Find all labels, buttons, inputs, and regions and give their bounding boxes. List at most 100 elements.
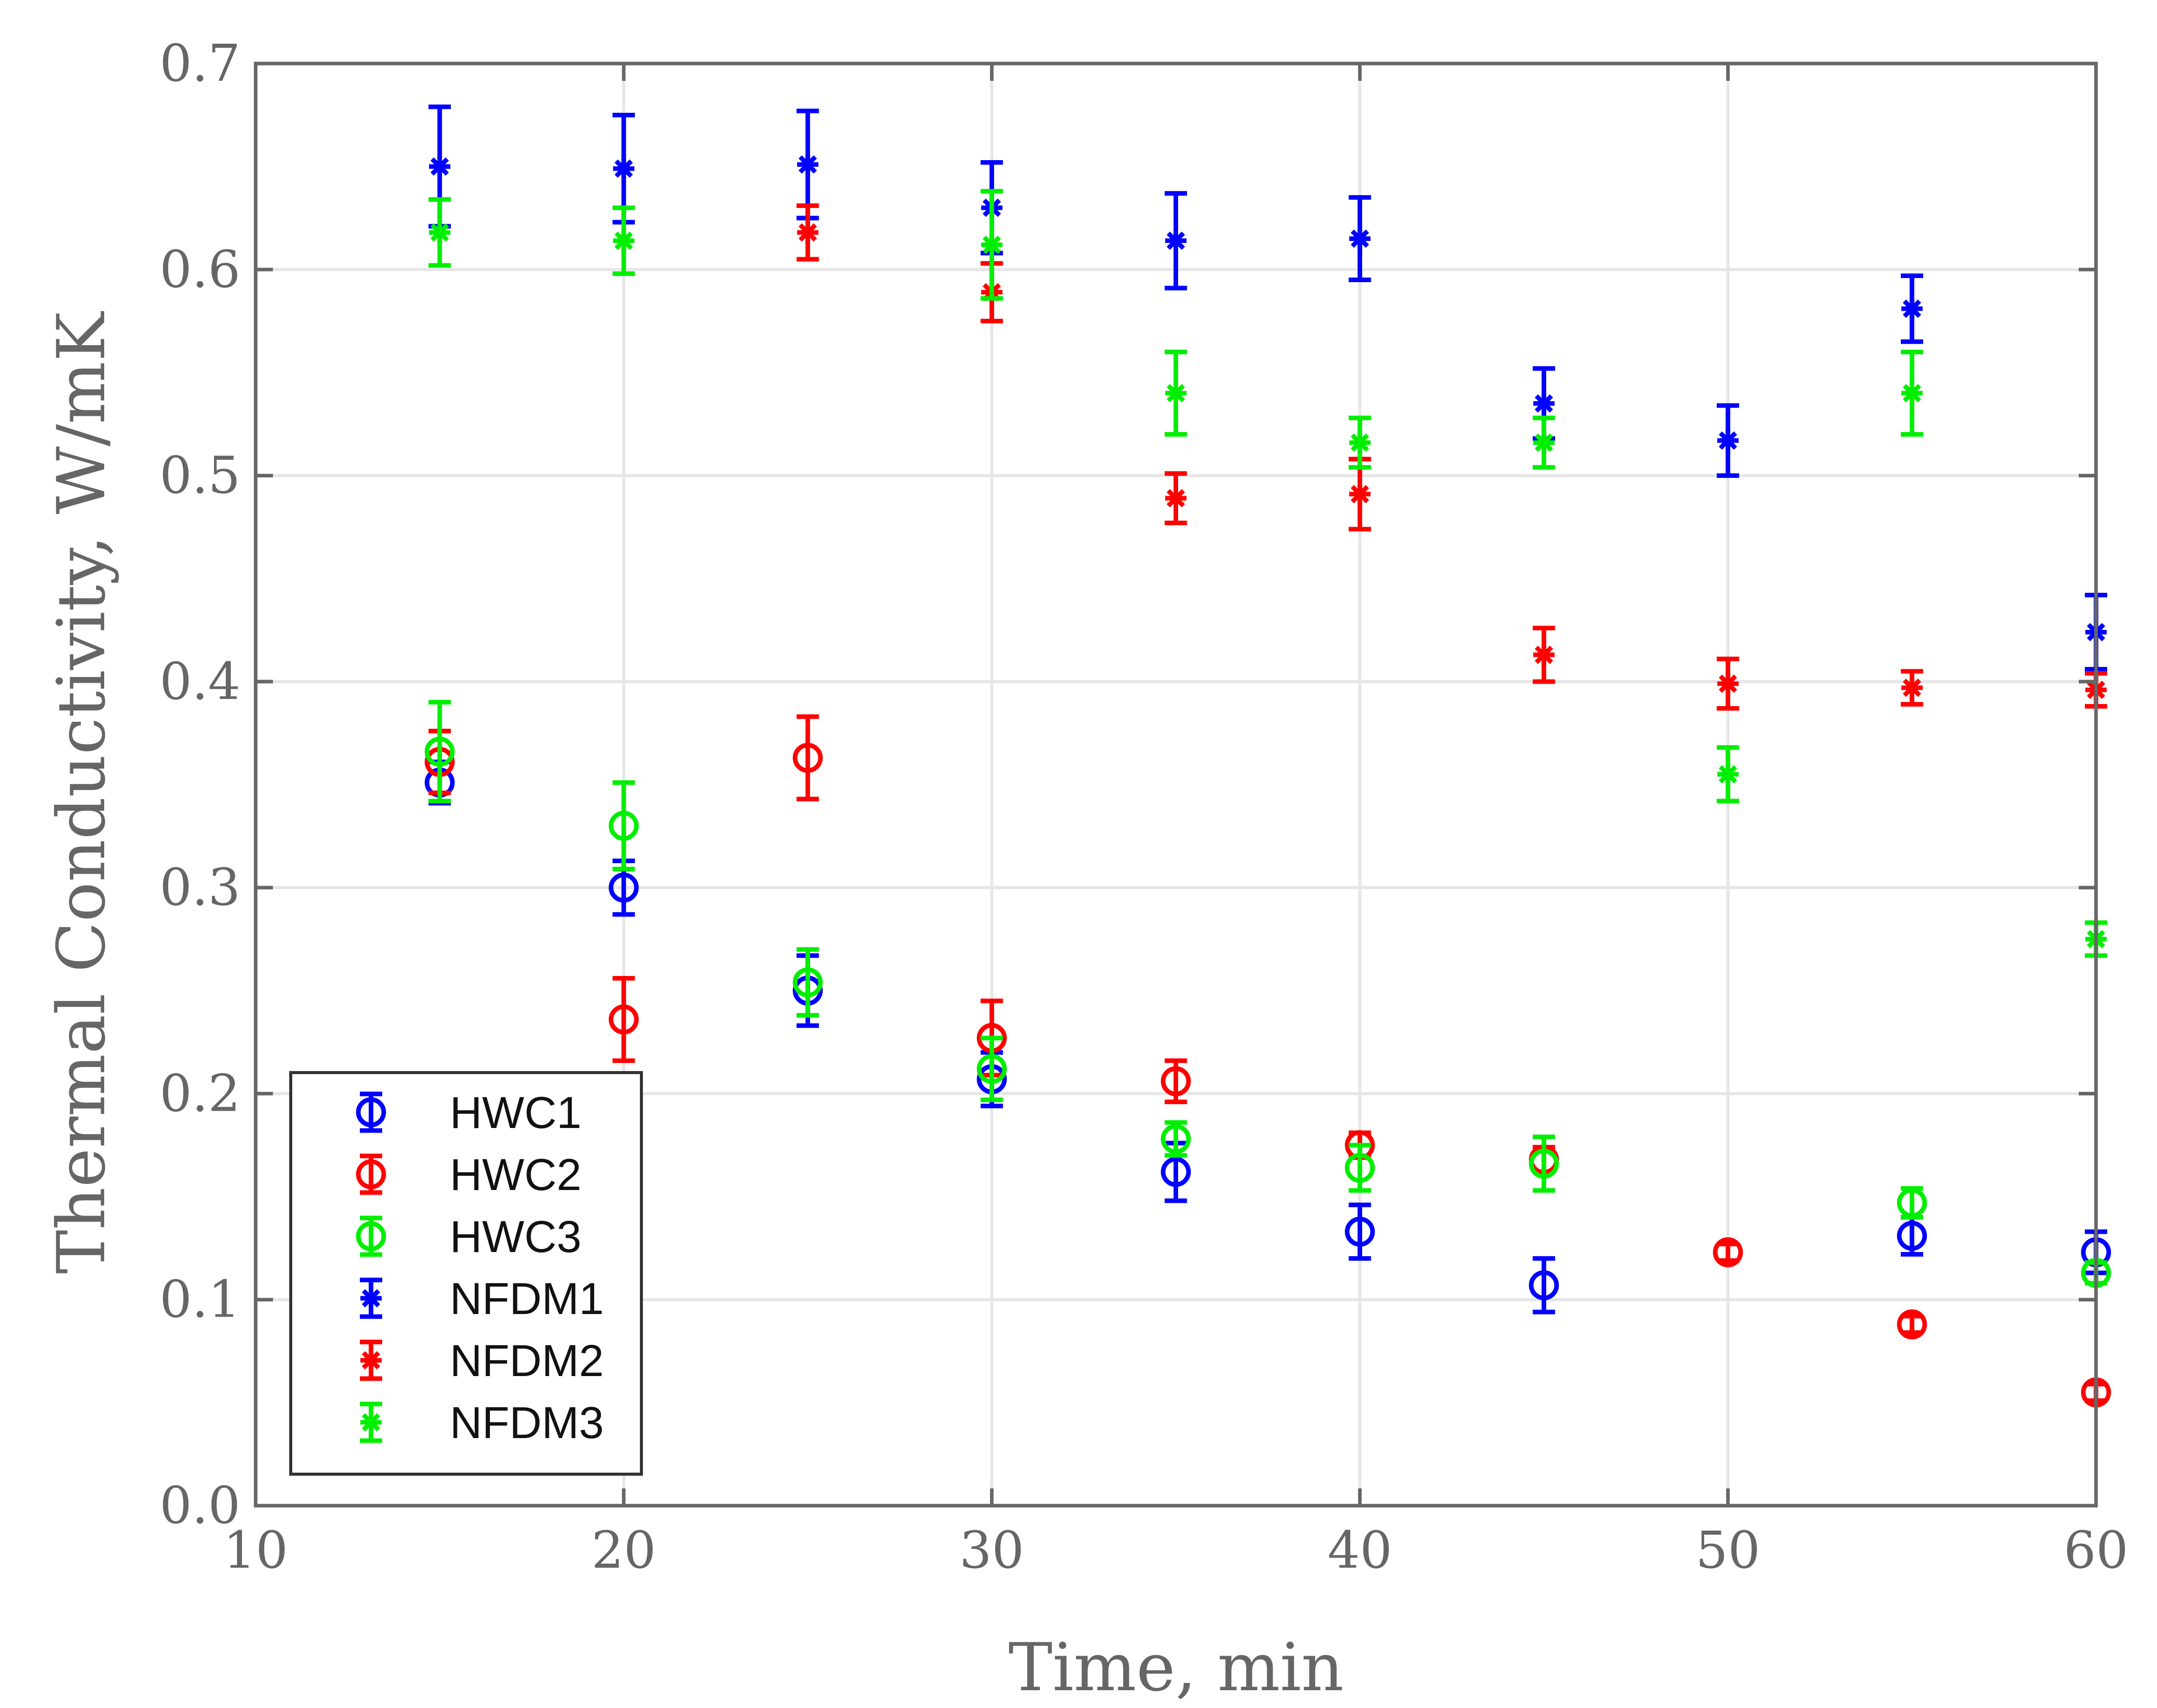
- legend-entry-nfdm3: NFDM3: [360, 1397, 604, 1448]
- marker-circle: [608, 872, 639, 903]
- marker-circle: [608, 811, 639, 841]
- marker-stroke: [798, 155, 817, 174]
- legend-entry-hwc2: HWC2: [356, 1149, 581, 1200]
- data-point: [612, 205, 635, 276]
- legend-label: NFDM1: [450, 1273, 604, 1324]
- marker-stroke: [798, 223, 817, 242]
- data-point: [1348, 415, 1371, 470]
- legend-entry-nfdm1: NFDM1: [360, 1273, 604, 1324]
- legend-entry-hwc3: HWC3: [356, 1211, 581, 1262]
- marker-stroke: [1902, 299, 1921, 318]
- x-tick-label: 40: [1328, 1520, 1392, 1580]
- marker-asterisk: [797, 222, 819, 243]
- marker-asterisk: [1717, 764, 1739, 785]
- y-tick-label: 0.1: [160, 1270, 240, 1329]
- marker-stroke: [1534, 433, 1553, 452]
- marker-stroke: [1350, 485, 1369, 504]
- marker-asterisk: [1717, 673, 1739, 694]
- legend-box: [289, 1071, 643, 1476]
- series-nfdm3: [428, 189, 2107, 958]
- marker-asterisk: [1533, 392, 1555, 414]
- data-point: [1164, 349, 1187, 437]
- data-point: [1716, 656, 1739, 711]
- data-point: [792, 714, 823, 802]
- marker-circle: [1897, 1187, 1927, 1218]
- data-point: [1529, 1256, 1559, 1315]
- x-tick-label: 30: [960, 1520, 1024, 1580]
- data-point: [1161, 1058, 1191, 1105]
- legend: HWC1 HWC2 HWC3 NFDM1 NFDM2 NFDM3: [289, 1071, 643, 1476]
- marker-asterisk: [360, 1350, 382, 1371]
- marker-circle: [1345, 1152, 1375, 1183]
- data-point: [1713, 1237, 1743, 1267]
- data-point: [424, 699, 455, 804]
- series-nfdm2: [796, 203, 2107, 711]
- marker-stroke: [1166, 231, 1185, 250]
- data-point: [980, 189, 1003, 301]
- marker-stroke: [361, 1413, 381, 1432]
- marker-stroke: [614, 231, 633, 250]
- data-point: [608, 780, 639, 872]
- marker-circle: [424, 737, 455, 767]
- data-point: [1164, 471, 1187, 526]
- marker-asterisk: [360, 1288, 382, 1309]
- marker-circle: [1161, 1124, 1191, 1154]
- data-point: [1345, 1143, 1375, 1193]
- marker-circle: [356, 1097, 386, 1127]
- marker-stroke: [1534, 394, 1553, 413]
- marker-circle: [1529, 1270, 1559, 1300]
- marker-asterisk: [1165, 487, 1187, 509]
- marker-stroke: [1350, 433, 1369, 452]
- marker-asterisk: [797, 154, 819, 175]
- legend-label: NFDM3: [450, 1397, 604, 1448]
- marker-stroke: [1534, 646, 1553, 664]
- data-point: [1897, 1309, 1927, 1339]
- marker-asterisk: [1901, 677, 1923, 699]
- marker-stroke: [361, 1351, 381, 1370]
- marker-circle: [1897, 1309, 1927, 1339]
- marker-asterisk: [613, 158, 635, 179]
- data-point: [1532, 415, 1555, 470]
- marker-asterisk: [1533, 644, 1555, 666]
- x-tick-label: 10: [223, 1520, 288, 1580]
- y-axis-title: Thermal Conductivity, W/mK: [43, 311, 120, 1274]
- marker-circle: [976, 1054, 1007, 1084]
- data-point: [792, 947, 823, 1018]
- y-tick-label: 0.5: [160, 446, 240, 505]
- marker-asterisk: [981, 234, 1003, 256]
- marker-stroke: [361, 1289, 381, 1308]
- x-axis-title: Time, min: [1008, 1629, 1344, 1706]
- marker-asterisk: [1901, 382, 1923, 404]
- marker-asterisk: [1717, 430, 1739, 451]
- legend-label: HWC1: [450, 1087, 581, 1138]
- legend-label: HWC3: [450, 1211, 581, 1262]
- data-point: [1897, 1186, 1927, 1220]
- data-point: [1532, 366, 1555, 441]
- legend-label: NFDM2: [450, 1335, 604, 1386]
- marker-asterisk: [1533, 432, 1555, 453]
- marker-circle: [792, 743, 823, 773]
- marker-stroke: [1166, 489, 1185, 508]
- data-point: [796, 108, 819, 221]
- marker-stroke: [614, 159, 633, 178]
- data-point: [1529, 1135, 1559, 1193]
- data-point: [1900, 273, 1923, 344]
- marker-circle: [356, 1221, 386, 1252]
- marker-asterisk: [613, 230, 635, 252]
- marker-asterisk: [1349, 483, 1371, 505]
- y-tick-label: 0.0: [160, 1476, 240, 1535]
- marker-stroke: [1350, 229, 1369, 248]
- y-tick-label: 0.6: [160, 239, 240, 299]
- y-tick-label: 0.3: [160, 858, 240, 917]
- legend-entry-hwc1: HWC1: [356, 1087, 581, 1138]
- marker-asterisk: [1901, 298, 1923, 320]
- data-point: [976, 1035, 1007, 1103]
- marker-stroke: [1902, 678, 1921, 697]
- data-point: [1348, 456, 1371, 532]
- marker-stroke: [1718, 431, 1737, 450]
- marker-asterisk: [429, 222, 451, 243]
- marker-asterisk: [429, 156, 451, 177]
- data-point: [1532, 625, 1555, 684]
- data-point: [1161, 1120, 1191, 1158]
- data-point: [428, 197, 451, 268]
